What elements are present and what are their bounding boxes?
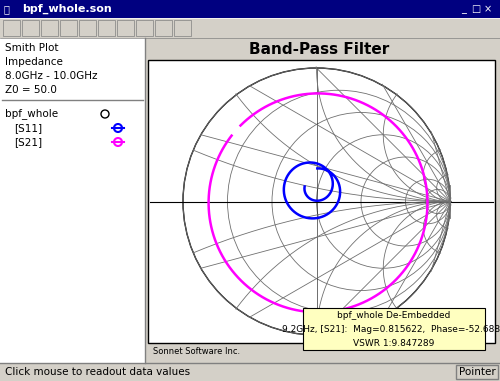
Bar [3, 20, 20, 36]
Bar [22, 20, 39, 36]
Text: □: □ [472, 4, 480, 14]
Bar [98, 20, 115, 36]
Bar [148, 60, 495, 343]
Bar [60, 20, 77, 36]
Bar [174, 20, 191, 36]
Text: Smith Plot: Smith Plot [5, 43, 59, 53]
Text: Sonnet Software Inc.: Sonnet Software Inc. [153, 346, 240, 355]
Bar [0, 363, 500, 381]
Text: bpf_whole De-Embedded: bpf_whole De-Embedded [338, 312, 450, 320]
Text: 🖹: 🖹 [4, 4, 10, 14]
Text: Band-Pass Filter: Band-Pass Filter [249, 43, 389, 58]
Text: Impedance: Impedance [5, 57, 63, 67]
Text: Z0 = 50.0: Z0 = 50.0 [5, 85, 57, 95]
Bar [117, 20, 134, 36]
Text: ×: × [484, 4, 492, 14]
Text: VSWR 1:9.847289: VSWR 1:9.847289 [354, 338, 434, 347]
Bar [41, 20, 58, 36]
Text: 9.2GHz, [S21]:  Mag=0.815622,  Phase=-52.6886: 9.2GHz, [S21]: Mag=0.815622, Phase=-52.6… [282, 325, 500, 335]
Text: 8.0GHz - 10.0GHz: 8.0GHz - 10.0GHz [5, 71, 98, 81]
Bar [136, 20, 153, 36]
Bar [0, 38, 145, 363]
Text: [S21]: [S21] [14, 137, 42, 147]
Bar [456, 365, 498, 379]
Text: [S11]: [S11] [14, 123, 42, 133]
Text: bpf_whole.son: bpf_whole.son [22, 4, 112, 14]
Bar [303, 308, 485, 350]
Text: Click mouse to readout data values: Click mouse to readout data values [5, 367, 190, 377]
Bar [0, 18, 500, 38]
Bar [79, 20, 96, 36]
Text: _: _ [462, 4, 466, 14]
Text: bpf_whole: bpf_whole [5, 109, 58, 120]
Bar [155, 20, 172, 36]
Bar [0, 0, 500, 18]
Text: Pointer: Pointer [458, 367, 496, 377]
